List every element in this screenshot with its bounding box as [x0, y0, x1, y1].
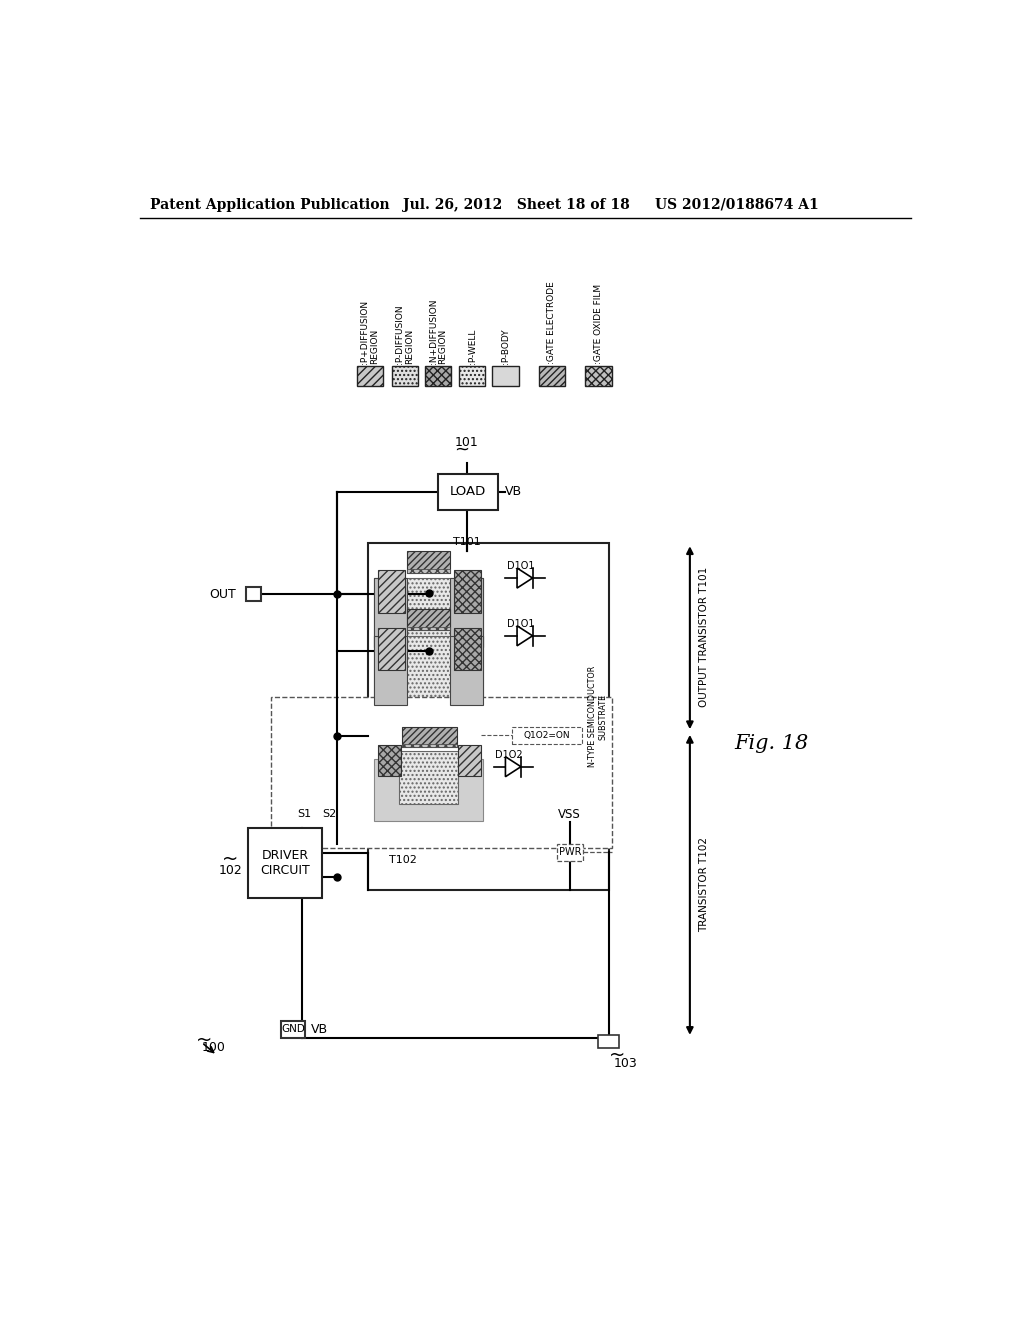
Bar [493, 367, 518, 387]
Text: S1: S1 [298, 809, 311, 818]
Bar [598, 1035, 620, 1048]
Text: Patent Application Publication: Patent Application Publication [150, 198, 389, 211]
Text: Jul. 26, 2012   Sheet 18 of 18: Jul. 26, 2012 Sheet 18 of 18 [403, 198, 630, 211]
Text: ~: ~ [454, 441, 469, 459]
Bar [248, 829, 322, 898]
Bar [512, 726, 583, 743]
Text: ~: ~ [221, 850, 238, 869]
Bar [399, 751, 458, 804]
Text: 103: 103 [614, 1056, 638, 1069]
Bar [425, 367, 452, 387]
Text: VSS: VSS [558, 808, 582, 821]
Text: Q1O2=ON: Q1O2=ON [524, 731, 570, 739]
Text: D1O2: D1O2 [496, 750, 523, 760]
Bar [586, 367, 611, 387]
Bar [375, 636, 483, 705]
Text: ~: ~ [197, 1031, 213, 1049]
Bar [246, 587, 261, 601]
Bar [391, 367, 418, 387]
Bar [375, 636, 407, 705]
Bar [458, 744, 481, 776]
Bar [378, 628, 406, 671]
Text: N-TYPE SEMICONDUCTOR
SUBSTRATE: N-TYPE SEMICONDUCTOR SUBSTRATE [588, 667, 607, 767]
Text: :P+DIFFUSION
REGION: :P+DIFFUSION REGION [360, 300, 379, 364]
Bar [375, 578, 483, 647]
Text: 101: 101 [455, 437, 478, 449]
Bar [438, 474, 499, 510]
Bar [375, 578, 407, 647]
Bar [451, 636, 483, 705]
Bar [407, 609, 451, 631]
Text: T101: T101 [453, 537, 480, 548]
Text: VB: VB [311, 1023, 328, 1036]
Text: OUTPUT TRANSISTOR T101: OUTPUT TRANSISTOR T101 [699, 568, 710, 708]
Text: D1O1: D1O1 [507, 561, 535, 572]
Bar [356, 367, 383, 387]
Text: Fig. 18: Fig. 18 [734, 734, 808, 754]
Bar [407, 569, 451, 573]
Text: US 2012/0188674 A1: US 2012/0188674 A1 [655, 198, 819, 211]
Text: ~: ~ [608, 1045, 625, 1065]
Bar [407, 627, 451, 631]
Bar [459, 367, 485, 387]
Bar [402, 726, 457, 747]
Text: :P-DIFFUSION
REGION: :P-DIFFUSION REGION [395, 305, 414, 364]
Text: DRIVER
CIRCUIT: DRIVER CIRCUIT [260, 849, 310, 876]
Bar [451, 578, 483, 647]
Bar [539, 367, 565, 387]
Bar [557, 843, 583, 861]
Text: GND: GND [282, 1024, 305, 1035]
Bar [407, 552, 451, 573]
Text: :N+DIFFUSION
REGION: :N+DIFFUSION REGION [429, 298, 447, 364]
Bar [454, 628, 481, 671]
Text: :GATE ELECTRODE: :GATE ELECTRODE [548, 281, 556, 364]
Bar [369, 544, 608, 890]
Bar [378, 570, 406, 612]
Bar [402, 743, 457, 747]
Text: PWR: PWR [558, 847, 581, 857]
Text: :P-BODY: :P-BODY [501, 329, 510, 364]
Text: 100: 100 [202, 1041, 225, 1055]
Bar [454, 570, 481, 612]
Text: :P-WELL: :P-WELL [468, 329, 476, 364]
Bar [271, 697, 612, 847]
Text: S2: S2 [323, 809, 337, 818]
Bar [378, 744, 400, 776]
Text: VB: VB [505, 486, 522, 499]
Text: D1O1: D1O1 [507, 619, 535, 628]
Text: OUT: OUT [209, 589, 237, 602]
Text: TRANSISTOR T102: TRANSISTOR T102 [699, 837, 710, 932]
Text: LOAD: LOAD [451, 486, 486, 499]
Text: 102: 102 [219, 865, 243, 878]
Bar [282, 1020, 305, 1038]
Text: :GATE OXIDE FILM: :GATE OXIDE FILM [594, 284, 603, 364]
Text: T102: T102 [389, 855, 417, 865]
Bar [375, 759, 483, 821]
